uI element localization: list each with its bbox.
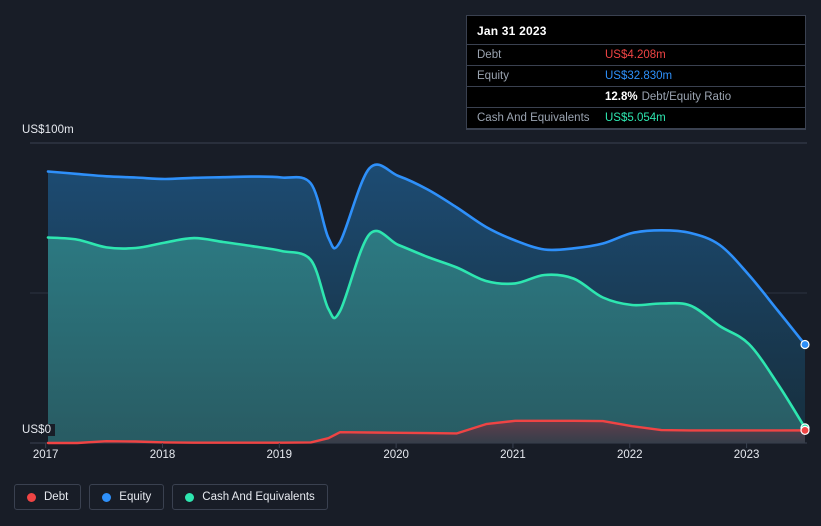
tooltip-date: Jan 31 2023 bbox=[477, 24, 547, 38]
line-equity bbox=[46, 163, 807, 346]
tooltip-row-cash: Cash And Equivalents US$5.054m bbox=[467, 107, 805, 128]
x-axis-label-2018: 2018 bbox=[149, 449, 176, 461]
line-cash bbox=[46, 229, 807, 430]
x-axis-label-2017: 2017 bbox=[32, 449, 59, 461]
legend-label-equity: Equity bbox=[119, 491, 152, 503]
endpoint-marker bbox=[800, 425, 810, 435]
tooltip-row-ratio: 12.8% Debt/Equity Ratio bbox=[467, 86, 805, 107]
tooltip-row-debt: Debt US$4.208m bbox=[467, 44, 805, 65]
legend-item-equity[interactable]: Equity bbox=[89, 484, 165, 510]
y-axis-label-top: US$100m bbox=[22, 124, 78, 136]
chart-areas bbox=[48, 164, 805, 443]
tooltip-label-equity: Equity bbox=[477, 70, 509, 82]
x-axis-label-2022: 2022 bbox=[616, 449, 643, 461]
tooltip-value-equity: US$32.830m bbox=[605, 70, 673, 82]
chart-legend: Debt Equity Cash And Equivalents bbox=[14, 484, 328, 510]
x-axis-label-2021: 2021 bbox=[500, 449, 526, 461]
series-endpoint-markers bbox=[800, 339, 810, 435]
tooltip-value-cash: US$5.054m bbox=[605, 112, 666, 124]
tooltip-label-debt: Debt bbox=[477, 49, 502, 61]
chart-plot-area: US$100m US$0 2017 2018 2019 2020 2021 2022 202… bbox=[22, 124, 810, 461]
tooltip-label-ratio: Debt/Equity Ratio bbox=[641, 91, 732, 103]
legend-dot-debt-icon bbox=[27, 492, 36, 502]
chart-svg bbox=[30, 142, 810, 448]
legend-label-cash: Cash And Equivalents bbox=[202, 491, 315, 503]
x-axis-label-2019: 2019 bbox=[266, 449, 293, 461]
tooltip-value-debt: US$4.208m bbox=[605, 49, 666, 61]
x-axis-ticks bbox=[45, 443, 748, 448]
legend-item-cash[interactable]: Cash And Equivalents bbox=[172, 484, 328, 510]
endpoint-marker bbox=[800, 339, 810, 350]
line-debt bbox=[46, 419, 807, 445]
area-cash bbox=[48, 230, 805, 443]
tooltip-value-ratio: 12.8% bbox=[605, 91, 638, 103]
area-debt bbox=[48, 420, 805, 443]
x-axis-label-2020: 2020 bbox=[383, 449, 409, 461]
chart-lines bbox=[46, 163, 807, 445]
chart-tooltip: Jan 31 2023 Debt US$4.208m Equity US$32.… bbox=[466, 15, 806, 130]
legend-dot-cash-icon bbox=[185, 492, 195, 502]
tooltip-row-divider bbox=[467, 128, 805, 129]
legend-dot-equity-icon bbox=[102, 492, 112, 502]
x-axis-label-2023: 2023 bbox=[733, 449, 760, 461]
tooltip-label-cash: Cash And Equivalents bbox=[477, 112, 590, 124]
legend-item-debt[interactable]: Debt bbox=[14, 484, 82, 510]
y-axis-label-zero: US$0 bbox=[22, 424, 56, 436]
tooltip-row-equity: Equity US$32.830m bbox=[467, 65, 805, 86]
legend-label-debt: Debt bbox=[44, 491, 69, 503]
